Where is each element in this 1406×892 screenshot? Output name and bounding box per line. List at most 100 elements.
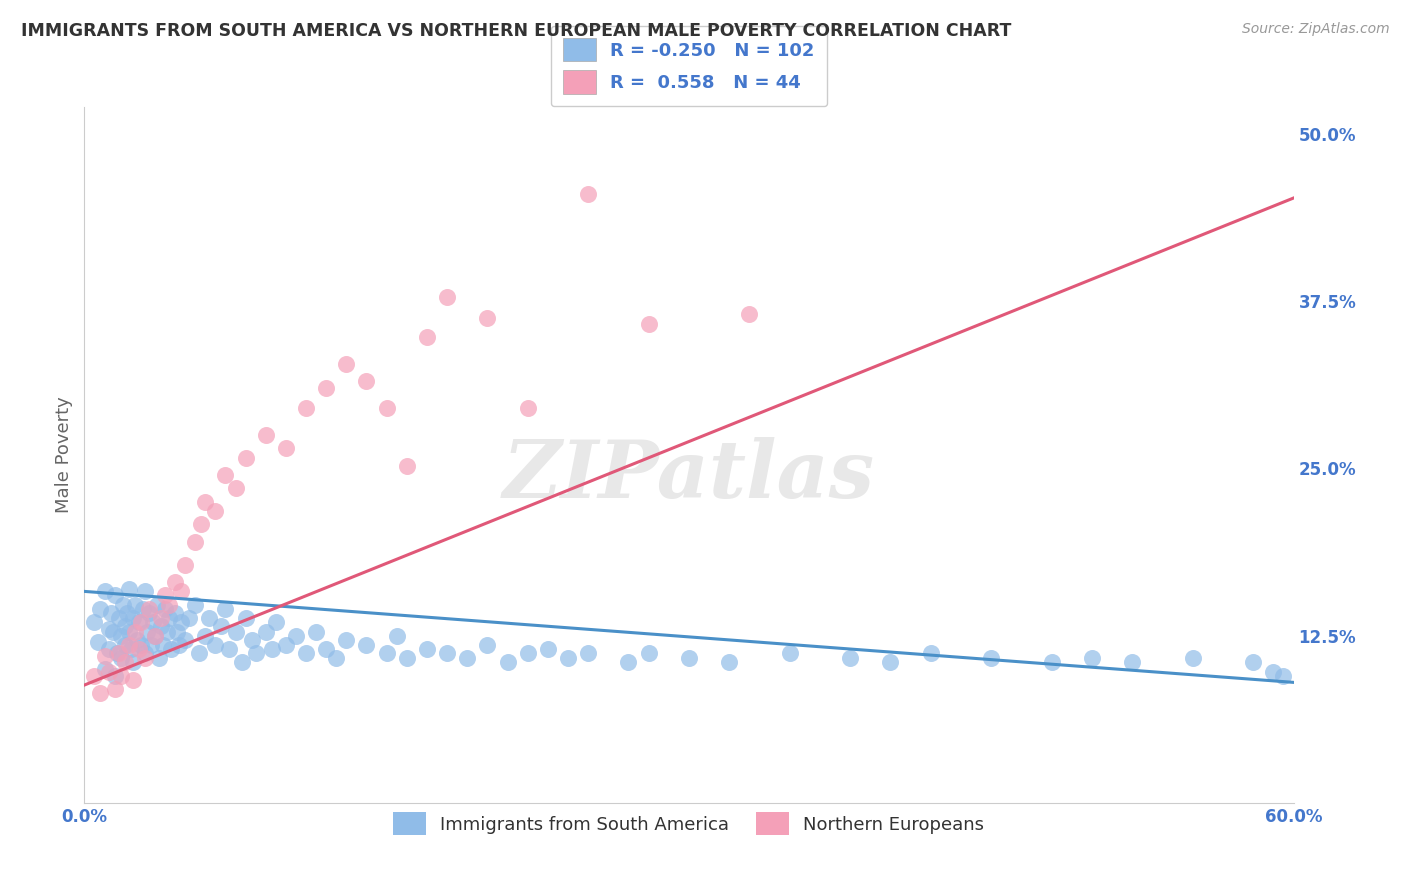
Point [235,450,257,465]
Text: ZIPatlas: ZIPatlas [503,437,875,515]
Point [576,187,599,202]
Point [617,655,640,669]
Point [165,575,187,590]
Point [135,624,157,639]
Y-axis label: Male Poverty: Male Poverty [55,397,73,513]
Point [416,642,439,657]
Point [190,517,212,532]
Point [134,646,156,660]
Point [188,646,211,660]
Text: IMMIGRANTS FROM SOUTH AMERICA VS NORTHERN EUROPEAN MALE POVERTY CORRELATION CHAR: IMMIGRANTS FROM SOUTH AMERICA VS NORTHER… [21,22,1011,40]
Point [83,615,105,630]
Point [254,624,277,639]
Point [179,611,201,625]
Point [129,615,152,630]
Point [1263,665,1285,679]
Point [204,638,226,652]
Point [194,494,217,508]
Point [335,357,357,371]
Point [118,624,141,639]
Point [129,638,152,652]
Point [436,290,458,304]
Point [93,584,115,599]
Point [209,619,232,633]
Point [120,642,142,657]
Point [214,602,236,616]
Point [118,638,141,652]
Point [718,655,741,669]
Point [167,638,190,652]
Point [170,584,193,599]
Point [93,648,115,663]
Point [274,638,297,652]
Point [128,615,150,630]
Point [160,642,183,657]
Point [114,638,136,652]
Point [214,467,236,482]
Point [315,642,337,657]
Point [516,401,538,416]
Point [839,651,862,665]
Point [174,632,197,647]
Point [134,651,156,665]
Point [132,602,155,616]
Point [879,655,901,669]
Point [537,642,560,657]
Point [416,330,439,344]
Point [124,624,146,639]
Point [980,651,1002,665]
Point [356,638,378,652]
Point [139,638,162,652]
Point [779,646,801,660]
Point [97,622,120,636]
Point [637,317,659,331]
Point [436,646,458,660]
Point [335,632,357,647]
Point [456,651,478,665]
Point [101,624,124,639]
Point [157,598,180,612]
Point [235,611,257,625]
Point [87,635,110,649]
Point [118,582,141,596]
Point [149,611,172,625]
Point [138,602,160,616]
Point [115,606,138,620]
Point [315,381,337,395]
Point [114,655,136,669]
Point [305,624,328,639]
Point [516,646,538,660]
Point [738,307,761,322]
Point [204,504,226,518]
Point [93,662,115,676]
Point [496,655,519,669]
Point [111,598,134,612]
Point [1040,655,1063,669]
Point [114,619,136,633]
Point [107,646,129,660]
Point [637,646,659,660]
Point [83,669,105,683]
Point [89,686,111,700]
Point [295,646,318,660]
Point [375,401,398,416]
Point [225,482,247,496]
Point [184,598,207,612]
Point [166,624,188,639]
Point [375,646,398,660]
Point [157,611,180,625]
Point [285,628,308,642]
Point [1181,651,1204,665]
Point [153,589,176,603]
Point [576,646,599,660]
Point [100,606,122,620]
Point [240,632,263,647]
Point [143,628,166,642]
Point [477,638,499,652]
Point [225,624,247,639]
Point [110,651,132,665]
Point [174,558,197,572]
Point [105,646,128,660]
Point [107,611,129,625]
Point [395,458,418,473]
